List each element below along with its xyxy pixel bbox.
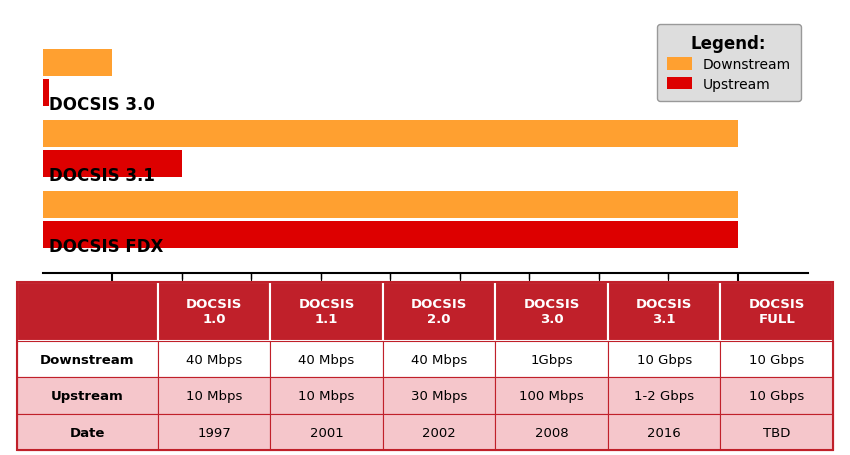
Text: 10 Mbps: 10 Mbps [298,389,354,402]
FancyBboxPatch shape [270,341,382,378]
FancyBboxPatch shape [608,378,721,414]
Text: DOCSIS
1.1: DOCSIS 1.1 [298,298,354,325]
FancyBboxPatch shape [382,414,496,450]
Text: Downstream: Downstream [40,353,134,366]
FancyBboxPatch shape [496,341,608,378]
Text: 1Gbps: 1Gbps [530,353,573,366]
FancyBboxPatch shape [270,414,382,450]
FancyBboxPatch shape [608,282,721,341]
Bar [42,192,738,218]
Bar [42,151,182,177]
Text: 1-2 Gbps: 1-2 Gbps [634,389,694,402]
Bar [42,221,738,248]
Text: DOCSIS FDX: DOCSIS FDX [49,238,164,256]
FancyBboxPatch shape [721,414,833,450]
FancyBboxPatch shape [496,378,608,414]
Text: 10 Gbps: 10 Gbps [749,389,804,402]
FancyBboxPatch shape [721,378,833,414]
Text: DOCSIS
3.0: DOCSIS 3.0 [524,298,580,325]
Text: 10 Mbps: 10 Mbps [186,389,242,402]
Text: 2016: 2016 [648,426,681,439]
FancyBboxPatch shape [158,341,270,378]
FancyBboxPatch shape [158,378,270,414]
FancyBboxPatch shape [270,378,382,414]
Text: 2008: 2008 [535,426,569,439]
Text: 100 Mbps: 100 Mbps [519,389,584,402]
FancyBboxPatch shape [17,282,158,341]
Text: 10 Gbps: 10 Gbps [637,353,692,366]
Text: 30 Mbps: 30 Mbps [411,389,468,402]
FancyBboxPatch shape [721,341,833,378]
Text: 2001: 2001 [309,426,343,439]
Text: 1997: 1997 [197,426,231,439]
FancyBboxPatch shape [608,341,721,378]
Text: DOCSIS
FULL: DOCSIS FULL [749,298,805,325]
FancyBboxPatch shape [721,282,833,341]
Bar [42,121,738,148]
Text: TBD: TBD [763,426,791,439]
Text: 10 Gbps: 10 Gbps [749,353,804,366]
Text: 40 Mbps: 40 Mbps [186,353,242,366]
Text: 40 Mbps: 40 Mbps [411,353,468,366]
Text: DOCSIS
2.0: DOCSIS 2.0 [411,298,468,325]
FancyBboxPatch shape [382,341,496,378]
FancyBboxPatch shape [382,282,496,341]
Text: DOCSIS
1.0: DOCSIS 1.0 [186,298,242,325]
Text: (Gbps): (Gbps) [391,319,459,337]
FancyBboxPatch shape [496,414,608,450]
FancyBboxPatch shape [270,282,382,341]
Text: DOCSIS
3.1: DOCSIS 3.1 [636,298,693,325]
FancyBboxPatch shape [17,378,158,414]
Text: 2002: 2002 [422,426,456,439]
Text: 40 Mbps: 40 Mbps [298,353,354,366]
Bar [42,50,112,77]
Text: Date: Date [70,426,105,439]
Bar [42,80,49,106]
FancyBboxPatch shape [158,414,270,450]
Text: Upstream: Upstream [51,389,124,402]
FancyBboxPatch shape [382,378,496,414]
FancyBboxPatch shape [608,414,721,450]
FancyBboxPatch shape [17,414,158,450]
Text: DOCSIS 3.0: DOCSIS 3.0 [49,96,156,114]
Legend: Downstream, Upstream: Downstream, Upstream [657,25,801,101]
FancyBboxPatch shape [158,282,270,341]
Text: DOCSIS 3.1: DOCSIS 3.1 [49,167,156,185]
FancyBboxPatch shape [17,341,158,378]
FancyBboxPatch shape [496,282,608,341]
